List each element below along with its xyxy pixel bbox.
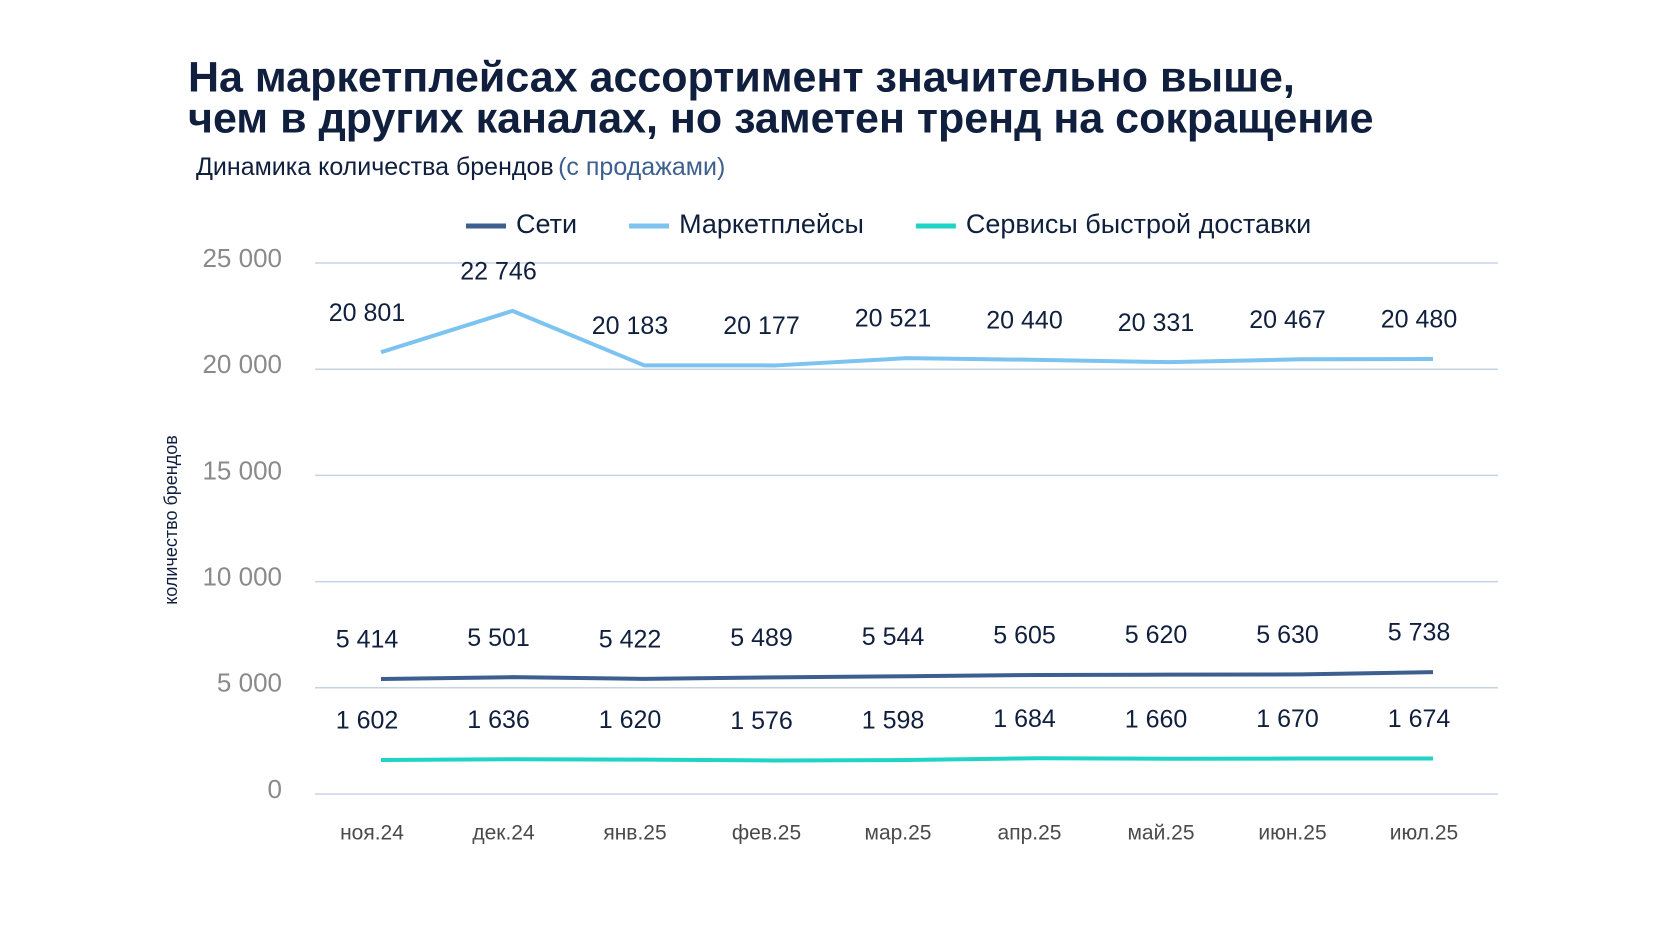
data-label: 20 480 xyxy=(1381,306,1457,334)
data-label: 1 576 xyxy=(730,707,793,735)
data-label: 5 422 xyxy=(599,625,662,653)
x-tick-label: мар.25 xyxy=(865,822,932,845)
y-tick-label: 15 000 xyxy=(202,455,282,485)
data-label: 1 684 xyxy=(993,705,1056,733)
series-line xyxy=(380,756,1434,763)
series-line xyxy=(380,308,1434,368)
data-label: 1 670 xyxy=(1256,705,1319,733)
data-label: 20 801 xyxy=(329,299,405,327)
data-label: 5 489 xyxy=(730,624,793,652)
data-label: 1 620 xyxy=(599,706,662,734)
data-label: 5 738 xyxy=(1388,619,1451,647)
x-tick-label: апр.25 xyxy=(998,822,1062,845)
data-label: 1 674 xyxy=(1388,705,1451,733)
data-label: 5 620 xyxy=(1125,621,1188,649)
data-label: 20 183 xyxy=(592,312,668,340)
data-label: 5 414 xyxy=(336,626,399,654)
chart-title: чем в других каналах, но заметен тренд н… xyxy=(188,94,1374,142)
data-label: 5 544 xyxy=(862,623,925,651)
x-tick-label: июл.25 xyxy=(1390,822,1458,845)
data-label: 1 660 xyxy=(1125,705,1188,733)
y-tick-label: 5 000 xyxy=(217,668,282,698)
chart-title: На маркетплейсах ассортимент значительно… xyxy=(188,53,1295,101)
x-tick-label: янв.25 xyxy=(603,822,666,845)
x-tick-label: ноя.24 xyxy=(340,822,404,845)
x-tick-label: май.25 xyxy=(1127,822,1194,845)
data-label: 20 177 xyxy=(723,312,799,340)
subtitle-note: (с продажами) xyxy=(558,153,725,181)
x-tick-label: фев.25 xyxy=(732,822,801,845)
data-label: 1 636 xyxy=(467,706,530,734)
x-tick-label: июн.25 xyxy=(1258,822,1326,845)
series-line xyxy=(380,670,1434,682)
legend-label: Маркетплейсы xyxy=(679,209,864,239)
data-label: 20 331 xyxy=(1118,309,1194,337)
y-axis-label: количество брендов xyxy=(161,435,181,605)
data-label: 20 440 xyxy=(986,306,1062,334)
data-label: 5 605 xyxy=(993,622,1056,650)
y-tick-label: 10 000 xyxy=(202,561,282,591)
legend-label: Сети xyxy=(516,209,577,239)
data-label: 5 501 xyxy=(467,624,530,652)
x-tick-label: дек.24 xyxy=(472,822,535,845)
data-label: 20 467 xyxy=(1249,306,1325,334)
subtitle: Динамика количества брендов xyxy=(196,153,554,181)
data-label: 1 602 xyxy=(336,707,399,735)
y-tick-label: 25 000 xyxy=(202,243,282,273)
legend-label: Сервисы быстрой доставки xyxy=(966,209,1311,239)
data-label: 20 521 xyxy=(855,305,931,333)
data-label: 22 746 xyxy=(460,257,536,285)
chart-subtitle: Динамика количества брендов (с продажами… xyxy=(196,153,725,181)
data-label: 5 630 xyxy=(1256,621,1319,649)
y-tick-label: 20 000 xyxy=(202,349,282,379)
y-tick-label: 0 xyxy=(268,774,282,804)
data-label: 1 598 xyxy=(862,707,925,735)
